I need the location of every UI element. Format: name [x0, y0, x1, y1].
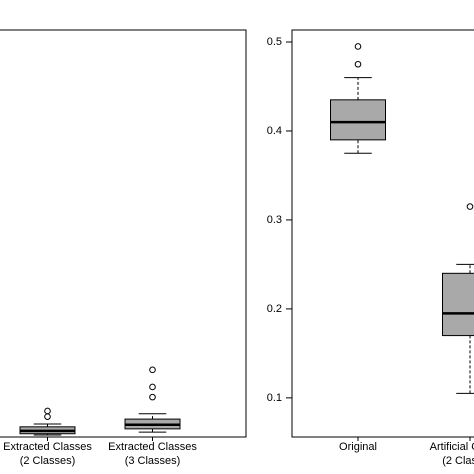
y-tick-label: 0.4	[267, 125, 282, 137]
x-tick-label: (2 Classes)	[442, 455, 474, 467]
outlier	[44, 407, 51, 415]
x-tick-label: Artificial Classes	[430, 441, 474, 453]
plot-frame	[0, 29, 247, 438]
outlier	[149, 393, 156, 401]
y-tick-label: 0.5	[267, 36, 282, 48]
y-tick-label: 0.1	[267, 392, 282, 404]
outlier	[44, 413, 51, 420]
x-tick-label: (3 Classes)	[125, 455, 181, 467]
outlier	[149, 366, 156, 374]
plot-frame	[291, 29, 474, 438]
outlier	[466, 203, 474, 210]
outlier	[354, 60, 362, 68]
x-tick-label: Extracted Classes	[3, 441, 92, 453]
outlier	[354, 43, 362, 50]
x-tick-label: Original	[339, 441, 377, 453]
x-tick-label: (2 Classes)	[20, 455, 76, 467]
box	[442, 272, 474, 337]
box	[330, 99, 386, 141]
y-tick-label: 0.3	[267, 214, 282, 226]
y-tick-label: 0.2	[267, 303, 282, 315]
outlier	[149, 383, 156, 391]
x-tick-label: Extracted Classes	[108, 441, 197, 453]
